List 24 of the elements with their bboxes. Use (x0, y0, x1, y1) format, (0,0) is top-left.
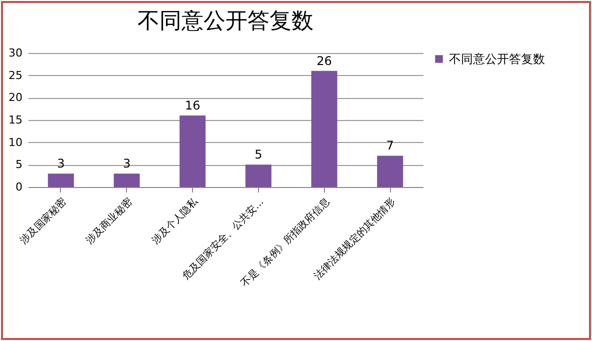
data-label: 16 (184, 98, 200, 113)
legend-label: 不同意公开答复数 (449, 52, 545, 66)
y-tick-label: 20 (8, 91, 22, 104)
data-label: 26 (316, 54, 332, 68)
data-label: 7 (386, 138, 394, 153)
y-tick-label: 10 (8, 136, 22, 149)
bar (48, 174, 74, 187)
x-tick-label: 涉及国家秘密 (18, 196, 69, 247)
x-tick-label: 涉及个人隐私 (149, 195, 202, 247)
y-tick-label: 25 (8, 68, 22, 82)
bar (114, 174, 140, 187)
data-label: 5 (254, 148, 262, 162)
chart-title: 不同意公开答复数 (138, 9, 314, 34)
y-tick-label: 30 (8, 46, 22, 60)
data-label: 3 (57, 156, 65, 171)
bar (180, 116, 206, 187)
data-label: 3 (122, 156, 131, 171)
y-tick-label: 15 (8, 114, 22, 126)
x-tick-label: 涉及商业秘密 (84, 196, 135, 247)
y-tick-label: 0 (16, 180, 22, 194)
y-tick-label: 5 (16, 158, 22, 172)
bar (245, 164, 272, 187)
bar (377, 156, 404, 187)
bar (311, 70, 338, 187)
